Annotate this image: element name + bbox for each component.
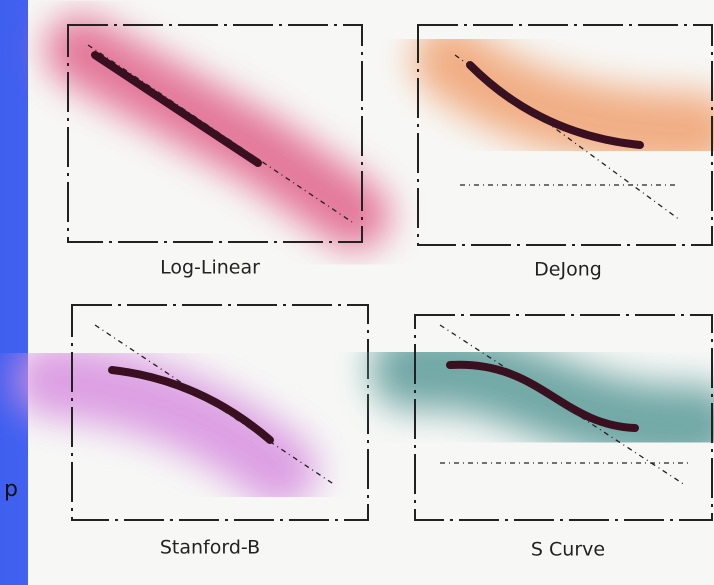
panel-label: Stanford-B	[160, 537, 260, 559]
panel-label: S Curve	[531, 539, 605, 561]
slide: p Log-Linear DeJong Stanford-B S Curve	[0, 0, 714, 585]
panel-label: DeJong	[534, 259, 602, 281]
page: p Log-Linear DeJong Stanford-B S Curve (…	[0, 0, 714, 585]
panel-label: Log-Linear	[160, 257, 260, 279]
side-text: p	[4, 477, 18, 502]
